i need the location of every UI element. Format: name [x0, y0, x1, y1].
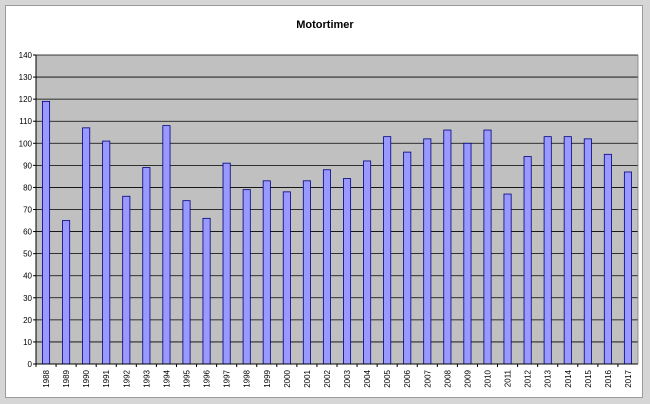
bar-1998 [242, 189, 251, 365]
chart-title: Motortimer [296, 19, 354, 31]
y-tick-label: 80 [23, 183, 32, 192]
bar-1995 [182, 200, 191, 365]
chart-frame: Motortimer 0 10 20 30 40 50 60 70 80 90 100 110 120 1… [5, 5, 643, 398]
y-tick-label: 40 [23, 272, 32, 281]
bar-2005 [383, 136, 392, 365]
bar-2017 [623, 171, 632, 365]
y-tick-label: 130 [19, 73, 33, 82]
bar-2009 [463, 142, 472, 365]
x-tick-label: 2004 [363, 369, 372, 387]
bar-1991 [102, 140, 111, 365]
y-tick-label: 50 [23, 250, 32, 259]
bar-2004 [363, 160, 372, 365]
y-tick-label: 120 [19, 95, 33, 104]
bar-2012 [523, 156, 532, 365]
y-tick-label: 30 [23, 294, 32, 303]
x-tick-label: 1993 [142, 369, 151, 387]
bar-2007 [423, 138, 432, 365]
bar-1996 [202, 217, 211, 365]
x-tick-label: 2003 [343, 369, 352, 387]
bar-1992 [122, 195, 131, 365]
y-tick-label: 60 [23, 228, 32, 237]
x-tick-label: 1998 [243, 369, 252, 387]
x-tick-label: 2002 [323, 369, 332, 387]
y-tick-label: 140 [19, 51, 33, 60]
x-tick-label: 2014 [564, 369, 573, 387]
bar-1988 [42, 100, 51, 365]
bar-2011 [503, 193, 512, 365]
x-tick-label: 2000 [283, 369, 292, 387]
x-tick-label: 1989 [62, 369, 71, 387]
bar-1999 [262, 180, 271, 365]
gridlines [33, 54, 638, 367]
bars [42, 100, 632, 365]
x-tick-label: 1994 [162, 369, 171, 387]
bar-2000 [282, 191, 291, 365]
x-tick-label: 2011 [504, 369, 513, 387]
bar-2010 [483, 129, 492, 365]
bar-1994 [162, 125, 171, 365]
x-tick-label: 2005 [383, 369, 392, 387]
x-tick-labels: 1988 1989 1990 1991 1992 1993 1994 1995 1996 1997… [42, 369, 633, 387]
y-tick-label: 70 [23, 206, 32, 215]
bar-2006 [403, 151, 412, 365]
bar-2003 [343, 178, 352, 365]
y-tick-labels: 0 10 20 30 40 50 60 70 80 90 100 110 120 130 140 [19, 51, 33, 369]
bar-2008 [443, 129, 452, 365]
x-tick-label: 1990 [82, 369, 91, 387]
y-tick-label: 20 [23, 316, 32, 325]
y-tick-label: 10 [23, 338, 32, 347]
axes [35, 55, 639, 365]
x-tick-label: 2006 [403, 369, 412, 387]
y-tick-label: 90 [23, 161, 32, 170]
y-tick-label: 100 [19, 139, 33, 148]
bar-1997 [222, 162, 231, 365]
x-tick-label: 1997 [223, 369, 232, 387]
x-tick-label: 2009 [463, 369, 472, 387]
x-tick-label: 2010 [484, 369, 493, 387]
x-tick-label: 1999 [263, 369, 272, 387]
x-tick-label: 2015 [584, 369, 593, 387]
x-tick-label: 1991 [102, 369, 111, 387]
x-tick-label: 1996 [203, 369, 212, 387]
x-tick-label: 1995 [183, 369, 192, 387]
bar-2016 [603, 153, 612, 365]
bar-1990 [82, 127, 91, 365]
x-tick-label: 2012 [524, 369, 533, 387]
x-tick-label: 2008 [443, 369, 452, 387]
x-tick-label: 2016 [604, 369, 613, 387]
x-tick-label: 2007 [423, 369, 432, 387]
bar-2015 [583, 138, 592, 365]
bar-2014 [563, 136, 572, 365]
bar-1989 [62, 220, 71, 365]
x-tick-label: 1988 [42, 369, 51, 387]
x-tick-label: 2013 [544, 369, 553, 387]
x-tick-label: 1992 [122, 369, 131, 387]
bar-1993 [142, 167, 151, 365]
bar-2002 [322, 169, 331, 365]
y-tick-label: 110 [19, 117, 32, 126]
x-tick-label: 2001 [303, 369, 312, 387]
x-tick-label: 2017 [624, 369, 633, 387]
y-tick-label: 0 [28, 360, 33, 369]
bar-2013 [543, 136, 552, 365]
bar-2001 [302, 180, 311, 365]
